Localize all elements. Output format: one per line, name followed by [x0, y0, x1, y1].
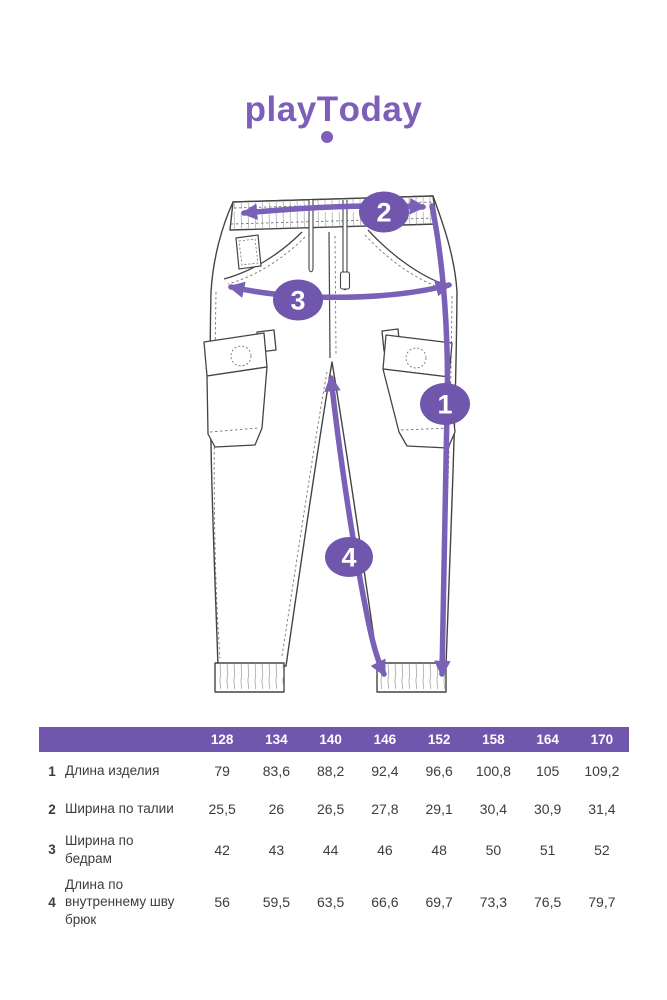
size-value: 96,6 — [425, 763, 453, 779]
leg-cuffs — [214, 662, 447, 693]
callout-4: 4 — [325, 537, 373, 577]
size-value: 92,4 — [371, 763, 399, 779]
coin-pocket — [235, 234, 262, 270]
table-corner-cell — [65, 727, 195, 752]
size-value: 48 — [431, 841, 447, 858]
size-value: 59,5 — [262, 894, 290, 911]
size-value: 25,5 — [208, 801, 236, 817]
table-corner-cell — [39, 727, 65, 752]
size-value: 76,5 — [534, 894, 562, 911]
pants-measurement-diagram: 2 3 1 4 — [0, 180, 667, 720]
callout-2-number: 2 — [376, 198, 391, 228]
size-value: 50 — [485, 841, 502, 858]
size-value: 26,5 — [317, 801, 345, 817]
measurement-label: Ширина по бедрам — [65, 833, 134, 866]
callout-3: 3 — [273, 279, 323, 321]
logo-dot — [320, 131, 333, 143]
size-value: 30,4 — [479, 801, 507, 817]
size-value: 83,6 — [262, 763, 290, 779]
row-number: 2 — [48, 801, 56, 817]
size-value: 73,3 — [479, 894, 507, 911]
size-value: 51 — [539, 841, 556, 858]
measurement-label: Длина изделия — [65, 763, 160, 779]
size-value: 100,8 — [475, 763, 511, 779]
row-number: 1 — [48, 763, 56, 779]
size-column-header: 170 — [574, 727, 629, 752]
size-column-header: 134 — [249, 727, 304, 752]
size-value: 79 — [214, 763, 230, 779]
cargo-pocket-left — [203, 329, 277, 448]
size-value: 29,1 — [425, 801, 453, 817]
size-value: 26 — [268, 801, 285, 817]
size-value: 31,4 — [588, 801, 616, 817]
size-value: 43 — [268, 841, 285, 858]
size-value: 44 — [322, 841, 339, 858]
size-column-header: 152 — [412, 727, 467, 752]
pants-technical-drawing: 2 3 1 4 — [203, 191, 470, 693]
logo-text-play: play — [244, 90, 317, 129]
measure-arrow-3-hips — [227, 280, 453, 301]
callout-1-number: 1 — [437, 390, 452, 420]
size-value: 27,8 — [371, 801, 399, 817]
callout-badges: 2 3 1 4 — [273, 191, 470, 577]
size-column-header: 164 — [520, 727, 575, 752]
size-value: 79,7 — [588, 894, 616, 911]
size-value: 46 — [377, 841, 393, 858]
callout-4-number: 4 — [341, 543, 356, 573]
measurement-label: Ширина по талии — [65, 801, 174, 817]
size-column-header: 128 — [195, 727, 250, 752]
size-value: 63,5 — [317, 894, 345, 911]
brand-logo: playT oday — [0, 90, 667, 143]
size-value: 109,2 — [584, 763, 620, 779]
size-column-header: 146 — [357, 727, 412, 752]
size-table: 128 134 140 146 152 158 164 170 1 Длина … — [39, 727, 629, 933]
size-value: 69,7 — [425, 894, 453, 911]
logo-text-t: T — [316, 90, 339, 129]
size-value: 88,2 — [317, 763, 345, 779]
size-value: 42 — [214, 841, 230, 858]
row-number: 3 — [48, 842, 56, 858]
row-number: 4 — [48, 894, 56, 910]
size-value: 56 — [214, 894, 230, 911]
callout-1: 1 — [420, 383, 470, 425]
callout-3-number: 3 — [290, 286, 305, 316]
measure-arrow-4-inseam — [324, 374, 387, 677]
size-value: 30,9 — [534, 801, 562, 817]
size-column-header: 158 — [466, 727, 521, 752]
size-value: 52 — [594, 841, 610, 858]
measurement-label: Длина по внутреннему шву брюк — [65, 876, 175, 928]
logo-text-oday: oday — [338, 90, 423, 129]
size-value: 66,6 — [371, 894, 399, 911]
callout-2: 2 — [359, 191, 409, 233]
size-column-header: 140 — [303, 727, 358, 752]
size-value: 105 — [535, 763, 560, 779]
